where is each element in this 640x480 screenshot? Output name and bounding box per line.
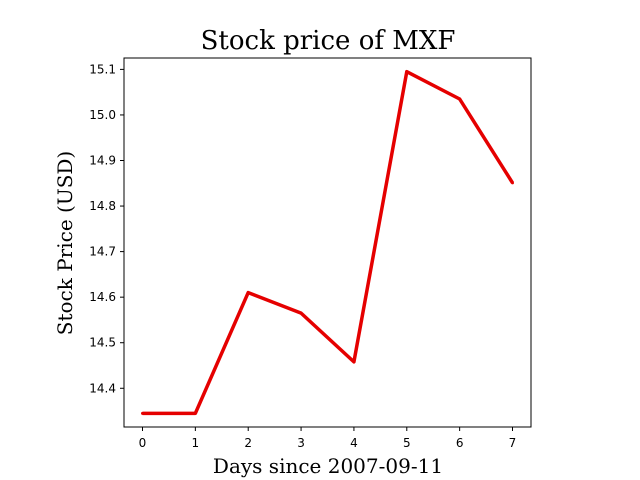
x-tick-label: 0 [139,436,147,450]
y-tick-label: 14.7 [89,245,116,259]
y-tick-label: 15.1 [89,62,116,76]
x-axis-label: Days since 2007-09-11 [213,454,443,478]
data-point [246,291,250,295]
x-tick-label: 7 [509,436,517,450]
data-point [511,181,514,185]
x-tick-label: 5 [403,436,411,450]
data-point [141,411,144,415]
chart-title: Stock price of MXF [201,26,456,56]
y-tick-label: 14.8 [89,199,116,213]
data-point [299,311,303,315]
y-axis: 14.4 14.5 14.6 14.7 14.8 14.9 15.0 15.1 [89,62,124,395]
x-tick-label: 1 [192,436,200,450]
data-series [141,69,514,416]
y-tick-label: 15.0 [89,108,116,122]
y-tick-label: 14.6 [89,290,116,304]
y-tick-label: 14.5 [89,336,116,350]
data-point [352,360,356,364]
x-tick-label: 2 [244,436,252,450]
x-tick-label: 6 [456,436,464,450]
data-point [405,70,409,74]
y-axis-label: Stock Price (USD) [53,151,77,335]
data-point [193,411,197,415]
x-axis: 0 1 2 3 4 5 6 7 [139,427,517,450]
y-tick-label: 14.9 [89,154,116,168]
x-tick-label: 3 [297,436,305,450]
x-tick-label: 4 [350,436,358,450]
series-line [142,69,514,416]
y-tick-label: 14.4 [89,381,116,395]
plot-area [123,57,532,428]
data-point [458,97,462,101]
